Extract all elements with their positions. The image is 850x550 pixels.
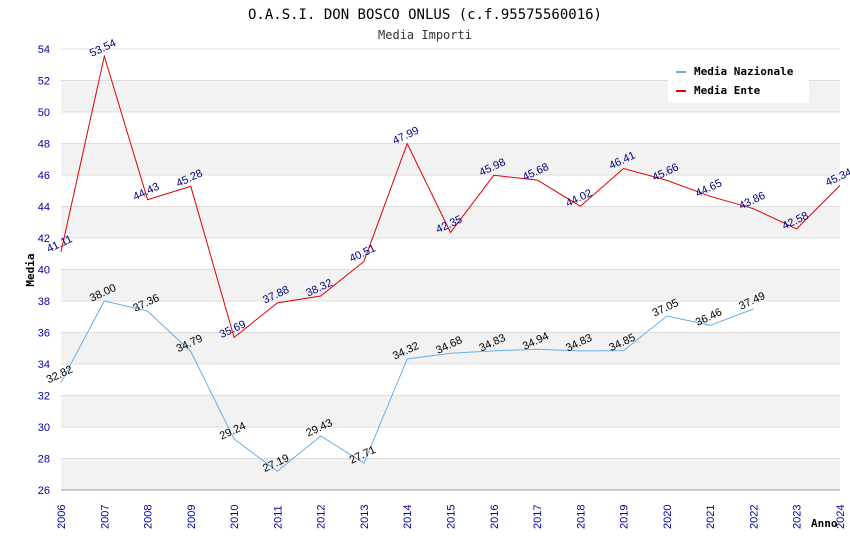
data-label-ente: 44.65	[694, 177, 724, 200]
x-tick-label: 2023	[792, 505, 804, 529]
x-tick-label: 2015	[446, 505, 458, 529]
y-tick-label: 38	[38, 296, 50, 308]
y-tick-label: 32	[38, 391, 50, 403]
x-tick-label: 2024	[835, 505, 847, 529]
chart-title: O.A.S.I. DON BOSCO ONLUS (c.f.9557556001…	[248, 7, 602, 23]
legend: Media Nazionale Media Ente	[668, 59, 809, 103]
chart-subtitle: Media Importi	[378, 28, 472, 42]
data-label-ente: 44.43	[131, 181, 161, 204]
grid-bands	[61, 80, 840, 490]
y-axis-label: Media	[24, 253, 37, 286]
x-tick-label: 2017	[532, 505, 544, 529]
y-tick-label: 28	[38, 454, 50, 466]
x-tick-label: 2012	[316, 505, 328, 529]
y-tick-label: 48	[38, 139, 50, 151]
x-tick-label: 2009	[186, 505, 198, 529]
series-line-nazionale	[60, 300, 754, 472]
series-lines	[60, 54, 841, 472]
legend-label-ente: Media Ente	[694, 84, 761, 97]
x-tick-label: 2020	[662, 505, 674, 529]
y-tick-label: 52	[38, 76, 50, 88]
grid-band	[61, 458, 840, 490]
x-tick-label: 2021	[705, 505, 717, 529]
y-tick-label: 30	[38, 422, 50, 434]
series-line-ente	[60, 54, 841, 339]
x-tick-label: 2013	[359, 505, 371, 529]
y-tick-label: 46	[38, 170, 50, 182]
legend-label-nazionale: Media Nazionale	[694, 65, 794, 78]
x-tick-label: 2008	[143, 505, 155, 529]
x-tick-label: 2022	[748, 505, 760, 529]
data-label-ente: 40.51	[348, 242, 378, 265]
x-tick-label: 2014	[402, 505, 414, 529]
y-tick-label: 26	[38, 485, 50, 497]
grid-band	[61, 143, 840, 175]
legend-box	[668, 59, 809, 103]
y-tick-label: 36	[38, 328, 50, 340]
x-tick-label: 2011	[272, 505, 284, 529]
data-label-ente: 53.54	[88, 37, 118, 60]
y-tick-label: 44	[38, 202, 50, 214]
x-tick-label: 2016	[489, 505, 501, 529]
x-tick-label: 2010	[229, 505, 241, 529]
grid-band	[61, 269, 840, 301]
y-axis-ticks: 26 28 30 32 34 36 38 40 42 44 46 48 50 52 54	[38, 44, 50, 497]
y-tick-label: 34	[38, 359, 50, 371]
grid-band	[61, 332, 840, 364]
y-tick-label: 42	[38, 233, 50, 245]
x-axis-label: Anno	[811, 517, 838, 530]
x-axis-ticks: 2006 2007 2008 2009 2010 2011 2012 2013 2014 2015…	[56, 505, 847, 529]
x-tick-label: 2018	[575, 505, 587, 529]
x-tick-label: 2007	[99, 505, 111, 529]
grid-band	[61, 395, 840, 427]
y-tick-label: 40	[38, 265, 50, 277]
x-tick-label: 2019	[619, 505, 631, 529]
y-tick-label: 50	[38, 107, 50, 119]
x-tick-label: 2006	[56, 505, 68, 529]
y-tick-label: 54	[38, 44, 50, 56]
